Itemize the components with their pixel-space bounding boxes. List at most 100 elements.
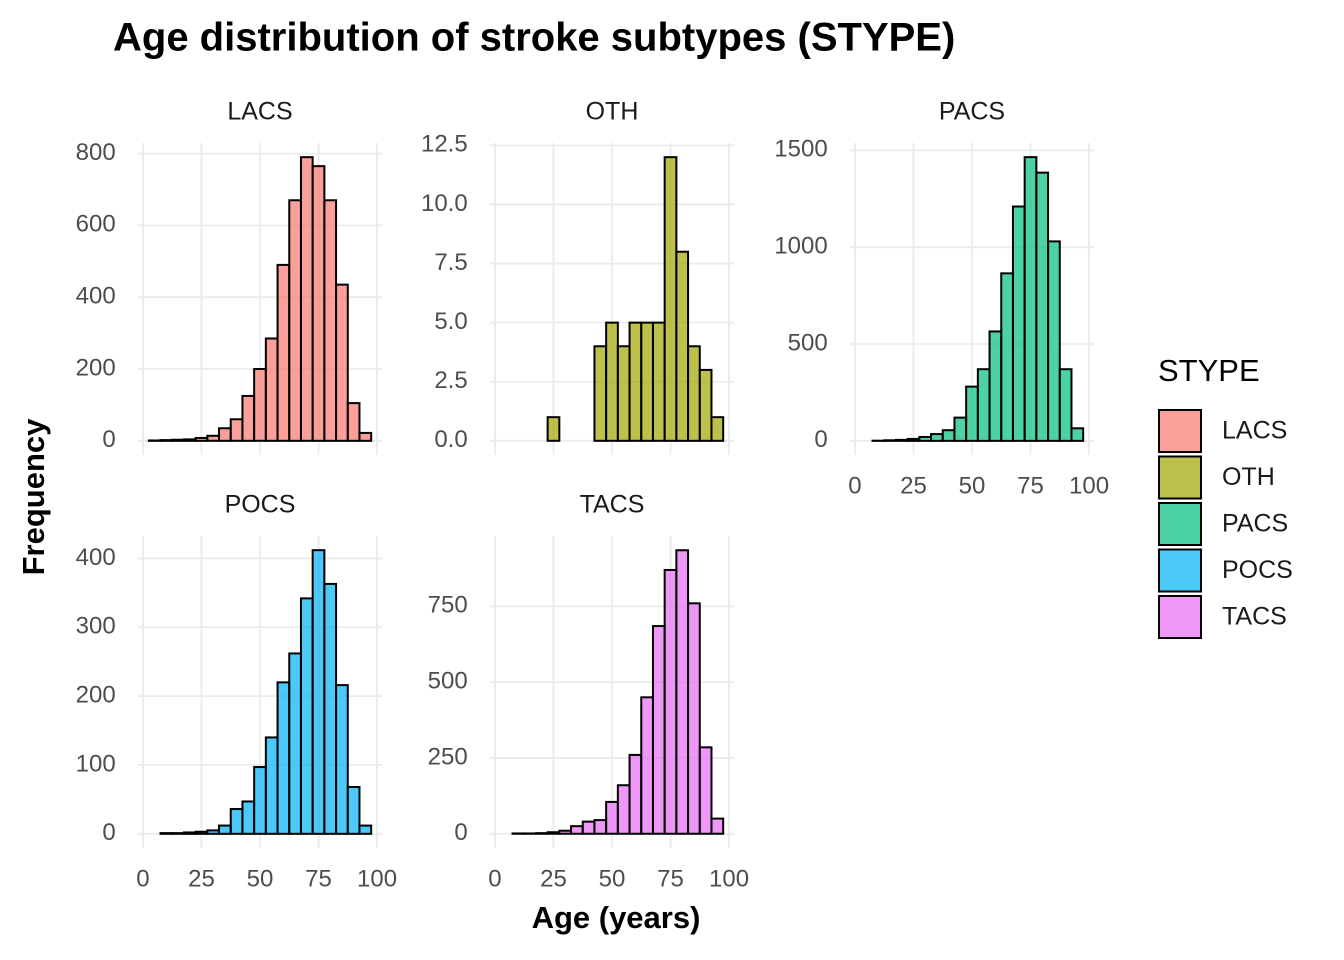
bar	[593, 819, 608, 835]
bar	[675, 250, 690, 442]
bar	[182, 438, 197, 442]
facet-title: PACS	[939, 98, 1005, 126]
bar	[1035, 171, 1050, 442]
y-tick-label: 500	[788, 329, 828, 356]
legend-label: TACS	[1222, 603, 1287, 631]
bar	[323, 199, 338, 442]
bar	[229, 418, 244, 442]
y-tick-label: 250	[428, 743, 468, 770]
bar	[663, 156, 678, 442]
bar	[229, 808, 244, 835]
bar	[558, 829, 573, 835]
bar	[687, 345, 701, 442]
bar	[346, 402, 361, 442]
bar	[206, 434, 221, 442]
y-tick-label: 100	[76, 750, 116, 777]
x-tick-label: 0	[488, 865, 501, 892]
bar	[253, 368, 267, 442]
x-tick-label: 25	[540, 865, 567, 892]
bar	[335, 283, 349, 442]
bar	[253, 766, 267, 835]
y-tick-label: 0.0	[434, 426, 467, 453]
bar	[335, 684, 349, 835]
bar	[264, 736, 279, 835]
legend-label: POCS	[1222, 556, 1293, 584]
bar	[651, 625, 666, 835]
y-tick-label: 200	[76, 354, 116, 381]
x-tick-label: 75	[657, 865, 684, 892]
legend-key	[1158, 595, 1202, 639]
bar	[628, 321, 643, 442]
y-tick-label: 800	[76, 139, 116, 166]
bar	[918, 435, 933, 442]
x-tick-label: 0	[136, 865, 149, 892]
facet-title: POCS	[225, 491, 296, 519]
bar	[628, 753, 643, 835]
bar	[171, 438, 185, 442]
bar	[965, 385, 979, 442]
legend-key	[1158, 548, 1202, 593]
bar	[1047, 240, 1061, 442]
bar	[264, 337, 279, 442]
bar	[640, 321, 654, 442]
bar	[605, 800, 619, 835]
bar	[311, 165, 326, 442]
y-tick-label: 750	[428, 592, 468, 619]
bar	[906, 437, 921, 442]
x-tick-label: 50	[247, 865, 274, 892]
bar	[276, 681, 291, 835]
bar	[616, 345, 631, 442]
x-tick-label: 0	[848, 472, 861, 499]
chart-title: Age distribution of stroke subtypes (STY…	[113, 16, 955, 60]
y-tick-label: 0	[102, 819, 115, 846]
bar	[953, 416, 968, 442]
y-tick-label: 7.5	[434, 249, 467, 276]
bar	[346, 786, 361, 835]
x-tick-label: 50	[959, 472, 986, 499]
bar	[581, 820, 596, 835]
bar	[698, 368, 713, 442]
y-tick-label: 600	[76, 211, 116, 238]
bar	[710, 416, 725, 442]
bar	[299, 597, 314, 835]
y-tick-label: 5.0	[434, 308, 467, 335]
bar	[570, 825, 584, 835]
x-tick-label: 50	[599, 865, 626, 892]
x-tick-label: 25	[188, 865, 215, 892]
x-tick-label: 75	[1017, 472, 1044, 499]
bar	[616, 784, 631, 835]
bar	[640, 696, 654, 835]
facet-title: TACS	[580, 491, 645, 519]
bar	[675, 549, 690, 835]
bar	[894, 438, 909, 442]
y-tick-label: 1500	[774, 136, 827, 163]
x-tick-label: 100	[1069, 472, 1109, 499]
legend-key	[1158, 502, 1202, 546]
bar	[311, 549, 326, 835]
bar	[182, 831, 197, 835]
y-tick-label: 200	[76, 681, 116, 708]
y-tick-label: 12.5	[421, 131, 468, 158]
bar	[358, 431, 373, 442]
bar	[593, 345, 608, 442]
bar	[546, 416, 561, 442]
bar	[241, 394, 256, 442]
bar	[358, 824, 373, 835]
bar	[241, 800, 256, 835]
y-tick-label: 300	[76, 613, 116, 640]
bar	[1023, 156, 1038, 442]
legend-label: LACS	[1222, 417, 1287, 445]
bar	[171, 832, 185, 835]
bar	[663, 568, 678, 835]
bar	[218, 427, 232, 442]
bar	[218, 824, 232, 835]
bar	[605, 321, 619, 442]
x-tick-label: 100	[709, 865, 749, 892]
bar	[976, 368, 991, 442]
bar	[710, 817, 725, 835]
y-tick-label: 0	[102, 426, 115, 453]
bar	[1011, 205, 1026, 442]
bar	[159, 832, 174, 835]
x-axis-title: Age (years)	[532, 900, 701, 935]
y-axis-title: Frequency	[16, 418, 51, 576]
